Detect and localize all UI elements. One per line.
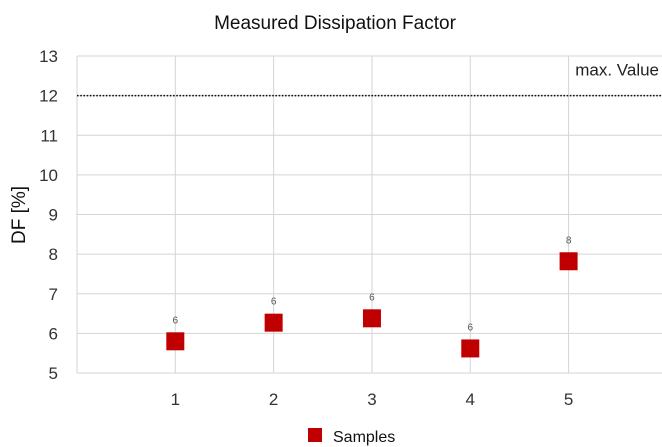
grid-lines: [77, 55, 662, 374]
x-tick-label: 1: [171, 390, 180, 409]
x-tick-label: 3: [367, 390, 376, 409]
x-tick-label: 2: [269, 390, 278, 409]
data-label: 6: [271, 297, 277, 308]
data-points: 6 6 6 6 8: [166, 235, 578, 358]
y-tick-label: 8: [49, 245, 58, 264]
reference-line-label: max. Value: [575, 61, 659, 80]
y-tick-label: 6: [49, 324, 58, 343]
y-tick-label: 13: [39, 47, 58, 66]
y-tick-label: 7: [49, 285, 58, 304]
y-tick-label: 12: [39, 87, 58, 106]
data-point: [559, 252, 578, 271]
legend-label: Samples: [333, 429, 395, 446]
data-label: 6: [467, 322, 473, 333]
chart-title: Measured Dissipation Factor: [214, 13, 456, 34]
data-point: [264, 313, 283, 332]
y-tick-label: 5: [49, 364, 58, 383]
legend-marker: [308, 428, 322, 442]
legend: Samples: [308, 428, 395, 446]
x-axis: 1 2 3 4 5: [171, 390, 574, 409]
data-point: [362, 309, 381, 328]
data-point: [166, 332, 185, 351]
x-tick-label: 4: [466, 390, 475, 409]
data-label: 6: [369, 292, 375, 303]
reference-line-group: max. Value: [77, 61, 662, 97]
x-tick-label: 5: [564, 390, 573, 409]
data-label: 8: [566, 235, 572, 246]
y-tick-label: 9: [49, 206, 58, 225]
y-tick-label: 10: [39, 166, 58, 185]
y-axis: 5 6 7 8 9 10 11 12 13: [39, 47, 78, 383]
y-tick-label: 11: [40, 126, 58, 145]
y-axis-label: DF [%]: [9, 186, 30, 244]
data-point: [461, 339, 480, 358]
data-label: 6: [173, 315, 179, 326]
